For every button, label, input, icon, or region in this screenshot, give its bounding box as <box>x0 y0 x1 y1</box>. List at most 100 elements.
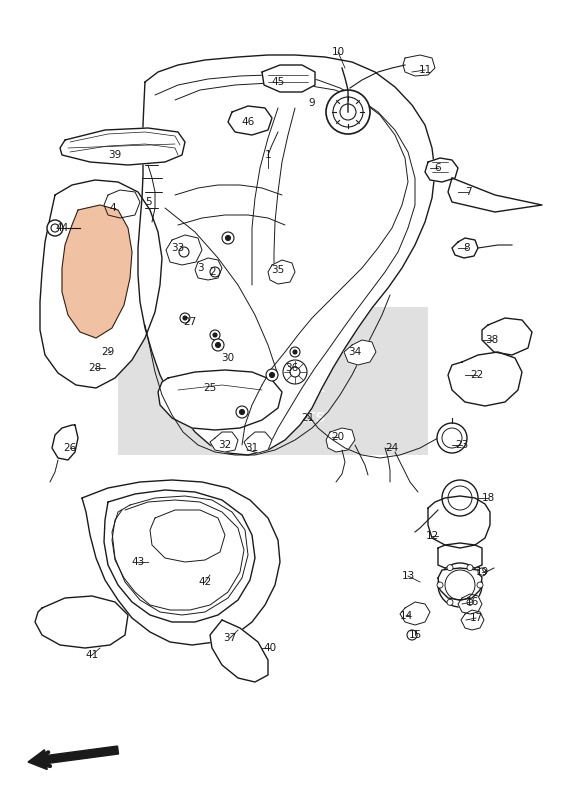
Text: 32: 32 <box>218 440 232 450</box>
Text: 36: 36 <box>285 363 299 373</box>
Circle shape <box>213 333 217 337</box>
Polygon shape <box>158 370 282 430</box>
Text: 14: 14 <box>400 611 413 621</box>
Text: 19: 19 <box>475 567 489 577</box>
Text: 17: 17 <box>470 613 483 623</box>
Text: 42: 42 <box>199 577 212 587</box>
Circle shape <box>283 360 307 384</box>
Circle shape <box>326 90 370 134</box>
Text: SPARE PARTS: SPARE PARTS <box>221 411 325 425</box>
Circle shape <box>51 224 59 232</box>
Text: 33: 33 <box>171 243 185 253</box>
Circle shape <box>478 568 486 576</box>
Text: 11: 11 <box>419 65 431 75</box>
Circle shape <box>340 104 356 120</box>
Circle shape <box>442 480 478 516</box>
Circle shape <box>438 563 482 607</box>
Text: 2: 2 <box>210 267 217 277</box>
Text: 37: 37 <box>223 633 237 643</box>
Polygon shape <box>210 620 268 682</box>
Polygon shape <box>35 596 128 648</box>
Circle shape <box>210 267 220 277</box>
Circle shape <box>290 367 300 377</box>
Polygon shape <box>228 106 272 135</box>
Text: 3: 3 <box>197 263 203 273</box>
Polygon shape <box>458 594 482 614</box>
Text: 8: 8 <box>464 243 470 253</box>
Polygon shape <box>166 235 202 265</box>
Circle shape <box>240 410 244 414</box>
Circle shape <box>212 339 224 351</box>
Circle shape <box>210 330 220 340</box>
Circle shape <box>269 373 274 378</box>
Polygon shape <box>244 432 272 453</box>
Text: 43: 43 <box>131 557 145 567</box>
Text: MOTORCYCLE: MOTORCYCLE <box>220 381 326 395</box>
Circle shape <box>437 582 443 588</box>
Polygon shape <box>448 178 542 212</box>
Polygon shape <box>428 496 490 548</box>
Polygon shape <box>448 352 522 406</box>
Polygon shape <box>60 128 185 165</box>
Circle shape <box>183 316 187 320</box>
Circle shape <box>333 97 363 127</box>
Polygon shape <box>438 543 482 568</box>
Text: 5: 5 <box>145 197 151 207</box>
Polygon shape <box>62 205 132 338</box>
Circle shape <box>225 235 230 241</box>
Text: 29: 29 <box>101 347 115 357</box>
Polygon shape <box>104 490 255 622</box>
Text: 20: 20 <box>331 432 345 442</box>
Text: 24: 24 <box>386 443 398 453</box>
Polygon shape <box>150 510 225 562</box>
Text: 9: 9 <box>309 98 316 108</box>
Circle shape <box>447 599 453 606</box>
Circle shape <box>180 313 190 323</box>
Circle shape <box>448 486 472 510</box>
Text: 28: 28 <box>89 363 102 373</box>
Circle shape <box>266 369 278 381</box>
Circle shape <box>467 599 473 606</box>
Polygon shape <box>268 260 295 284</box>
Polygon shape <box>403 55 435 76</box>
Text: 45: 45 <box>272 77 285 87</box>
Circle shape <box>215 342 221 347</box>
Text: 30: 30 <box>221 353 234 363</box>
Text: 26: 26 <box>63 443 76 453</box>
Polygon shape <box>461 610 484 630</box>
Text: 10: 10 <box>331 47 345 57</box>
Text: 18: 18 <box>481 493 494 503</box>
Circle shape <box>467 565 473 570</box>
Polygon shape <box>82 480 280 645</box>
Polygon shape <box>138 55 435 455</box>
Circle shape <box>447 565 453 570</box>
Circle shape <box>442 428 462 448</box>
Circle shape <box>179 247 189 257</box>
Circle shape <box>236 406 248 418</box>
Text: 13: 13 <box>401 571 415 581</box>
Text: 25: 25 <box>203 383 217 393</box>
Polygon shape <box>40 180 162 388</box>
Polygon shape <box>262 65 315 92</box>
Circle shape <box>477 582 483 588</box>
Circle shape <box>290 347 300 357</box>
Text: 7: 7 <box>465 187 471 197</box>
Circle shape <box>293 350 297 354</box>
Text: 1: 1 <box>265 150 272 160</box>
Polygon shape <box>326 428 355 452</box>
Text: 23: 23 <box>455 440 468 450</box>
Text: 39: 39 <box>108 150 122 160</box>
Text: 27: 27 <box>184 317 197 327</box>
Text: 40: 40 <box>263 643 277 653</box>
Text: 34: 34 <box>349 347 362 357</box>
FancyArrow shape <box>28 746 119 770</box>
Text: 35: 35 <box>272 265 285 275</box>
Polygon shape <box>482 318 532 355</box>
Text: 6: 6 <box>435 163 441 173</box>
Text: 31: 31 <box>245 443 259 453</box>
Polygon shape <box>452 238 478 258</box>
Circle shape <box>445 570 475 600</box>
Text: 16: 16 <box>466 597 479 607</box>
Polygon shape <box>210 432 238 452</box>
Text: 41: 41 <box>85 650 98 660</box>
